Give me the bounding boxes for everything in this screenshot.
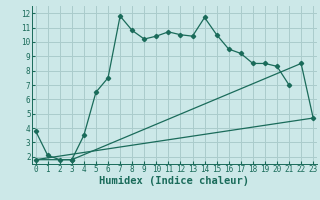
X-axis label: Humidex (Indice chaleur): Humidex (Indice chaleur) bbox=[100, 176, 249, 186]
